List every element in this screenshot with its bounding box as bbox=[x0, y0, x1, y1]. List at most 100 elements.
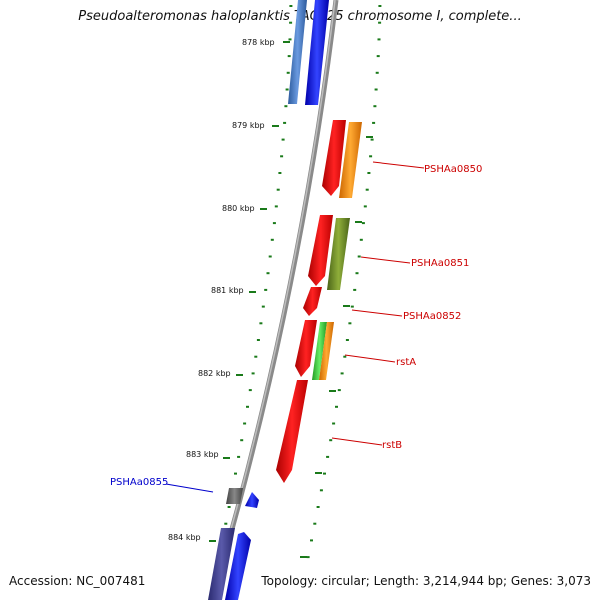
tick-dot bbox=[289, 5, 293, 7]
tick-dot bbox=[306, 556, 310, 559]
gene-orange-0850[interactable] bbox=[339, 122, 362, 198]
connector-pshaa0851 bbox=[360, 256, 411, 264]
connector-rstb bbox=[331, 437, 383, 446]
label-pshaa0851[interactable]: PSHAa0851 bbox=[411, 258, 469, 269]
label-pshaa0855[interactable]: PSHAa0855 bbox=[110, 477, 168, 488]
tick-label-882: 882 kbp bbox=[198, 369, 231, 378]
connector-rsta bbox=[344, 354, 396, 363]
connector-pshaa0855 bbox=[165, 483, 214, 493]
tick-dot bbox=[261, 305, 265, 308]
gene-blue-top-right[interactable] bbox=[305, 0, 329, 105]
gene-pshaa0852[interactable] bbox=[303, 287, 322, 316]
tick-label-880: 880 kbp bbox=[222, 204, 255, 213]
tick-dot bbox=[377, 38, 381, 41]
outer-tick-dots bbox=[306, 5, 382, 559]
label-rstb[interactable]: rstB bbox=[382, 440, 402, 451]
tick-dot bbox=[237, 455, 241, 458]
gene-pshaa0850[interactable] bbox=[322, 120, 346, 196]
tick-dot bbox=[234, 472, 237, 475]
tick-dot bbox=[369, 155, 373, 158]
tick-label-878: 878 kbp bbox=[242, 38, 275, 47]
tick-dot bbox=[378, 5, 382, 7]
tick-dot bbox=[248, 389, 252, 392]
tick-dot bbox=[287, 55, 291, 58]
tick-dot bbox=[361, 222, 365, 225]
gene-navy-bottom[interactable] bbox=[208, 528, 235, 600]
tick-label-881: 881 kbp bbox=[211, 286, 244, 295]
tick-label-883: 883 kbp bbox=[186, 450, 219, 459]
gene-pshaa0855[interactable] bbox=[226, 488, 243, 504]
tick-dot bbox=[335, 405, 338, 408]
gene-blue-top-left[interactable] bbox=[288, 0, 307, 104]
tick-dot bbox=[345, 339, 349, 341]
label-rsta[interactable]: rstA bbox=[396, 357, 416, 368]
tick-dot bbox=[367, 172, 371, 174]
chromosome-backbone bbox=[209, 0, 339, 600]
tick-dot bbox=[264, 288, 268, 291]
topology-text: Topology: circular; Length: 3,214,944 bp… bbox=[261, 574, 591, 588]
tick-dot bbox=[316, 506, 320, 508]
connector-pshaa0852 bbox=[351, 309, 403, 317]
tick-dot bbox=[240, 439, 244, 442]
gene-olive-0851[interactable] bbox=[327, 218, 350, 290]
tick-dot bbox=[365, 188, 369, 191]
tick-dot bbox=[251, 372, 255, 375]
tick-dot bbox=[272, 222, 276, 225]
tick-dot bbox=[289, 21, 293, 24]
tick-dot bbox=[274, 205, 278, 208]
tick-dot bbox=[224, 522, 228, 525]
tick-dot bbox=[313, 522, 317, 525]
tick-dot bbox=[375, 71, 379, 74]
tick-dot bbox=[278, 172, 282, 174]
tick-dot bbox=[373, 105, 377, 108]
tick-dot bbox=[355, 272, 359, 275]
tick-dot bbox=[310, 539, 313, 542]
tick-dot bbox=[332, 422, 336, 425]
tick-dot bbox=[350, 305, 354, 308]
gene-blue-small[interactable] bbox=[245, 492, 259, 508]
gene-blue-bottom[interactable] bbox=[225, 532, 251, 600]
tick-dot bbox=[276, 188, 280, 191]
tick-dot bbox=[370, 138, 374, 141]
chromosome-backbone-highlight bbox=[210, 0, 336, 600]
tick-dot bbox=[329, 439, 333, 442]
tick-dot bbox=[270, 238, 274, 241]
tick-dot bbox=[353, 288, 357, 291]
tick-dot bbox=[363, 205, 367, 208]
tick-dot bbox=[256, 339, 260, 341]
gene-green-rsta[interactable] bbox=[312, 322, 327, 380]
tick-dot bbox=[374, 88, 378, 91]
tick-dot bbox=[268, 255, 272, 258]
gene-pshaa0851[interactable] bbox=[308, 215, 333, 286]
tick-dot bbox=[281, 138, 285, 141]
tick-dot bbox=[348, 322, 352, 325]
tick-label-884: 884 kbp bbox=[168, 533, 201, 542]
gene-rsta[interactable] bbox=[295, 320, 317, 377]
tick-dot bbox=[337, 389, 341, 392]
tick-dot bbox=[286, 71, 290, 74]
tick-dot bbox=[378, 21, 382, 24]
tick-dot bbox=[254, 355, 258, 358]
tick-dot bbox=[285, 88, 289, 91]
tick-dot bbox=[340, 372, 344, 375]
tick-dot bbox=[280, 155, 284, 158]
tick-dot bbox=[357, 255, 361, 258]
tick-dot bbox=[288, 38, 292, 41]
tick-dot bbox=[343, 355, 347, 358]
tick-label-879: 879 kbp bbox=[232, 121, 265, 130]
tick-dot bbox=[266, 272, 270, 275]
label-pshaa0852[interactable]: PSHAa0852 bbox=[403, 311, 461, 322]
tick-dot bbox=[246, 405, 249, 408]
gene-rstb[interactable] bbox=[276, 380, 308, 483]
gene-orange-rsta[interactable] bbox=[319, 322, 334, 380]
connector-pshaa0850 bbox=[372, 161, 425, 169]
tick-dot bbox=[243, 422, 247, 425]
accession-text: Accession: NC_007481 bbox=[9, 574, 146, 588]
tick-dot bbox=[376, 55, 380, 58]
tick-dot bbox=[326, 455, 330, 458]
tick-dot bbox=[359, 238, 363, 241]
tick-dot bbox=[323, 472, 326, 475]
label-pshaa0850[interactable]: PSHAa0850 bbox=[424, 164, 482, 175]
tick-dot bbox=[319, 489, 323, 492]
